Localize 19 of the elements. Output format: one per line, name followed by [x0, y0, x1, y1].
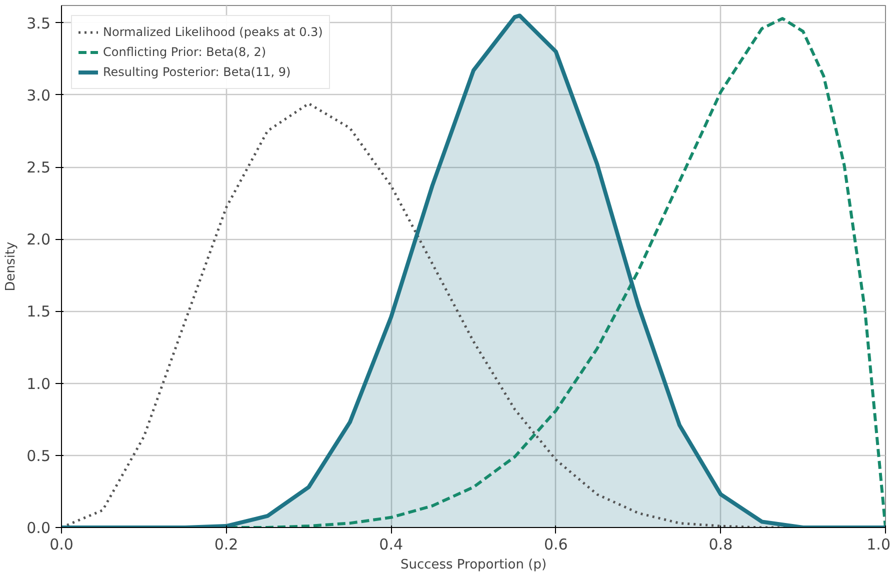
x-tick-label: 0.0 — [50, 536, 74, 554]
y-tick-label: 3.0 — [26, 86, 51, 104]
x-tick-label: 0.2 — [214, 536, 238, 554]
y-tick-label: 2.5 — [26, 158, 51, 177]
x-tick-label: 0.4 — [379, 536, 404, 554]
legend-label: Conflicting Prior: Beta(8, 2) — [103, 45, 266, 59]
x-tick-label: 1.0 — [866, 536, 891, 554]
legend-label: Normalized Likelihood (peaks at 0.3) — [103, 25, 323, 39]
y-axis-title: Density — [4, 241, 19, 292]
y-tick-label: 1.0 — [26, 374, 51, 393]
legend-label: Resulting Posterior: Beta(11, 9) — [103, 65, 291, 79]
y-tick-label: 3.5 — [26, 14, 51, 32]
y-tick-label: 0.5 — [26, 446, 51, 465]
x-tick-label: 0.6 — [544, 536, 568, 554]
x-axis-title: Success Proportion (p) — [400, 558, 547, 572]
x-tick-label: 0.8 — [708, 536, 733, 554]
y-tick-label: 0.0 — [26, 519, 51, 537]
y-tick-label: 1.5 — [26, 302, 51, 321]
y-tick-label: 2.0 — [26, 230, 51, 249]
